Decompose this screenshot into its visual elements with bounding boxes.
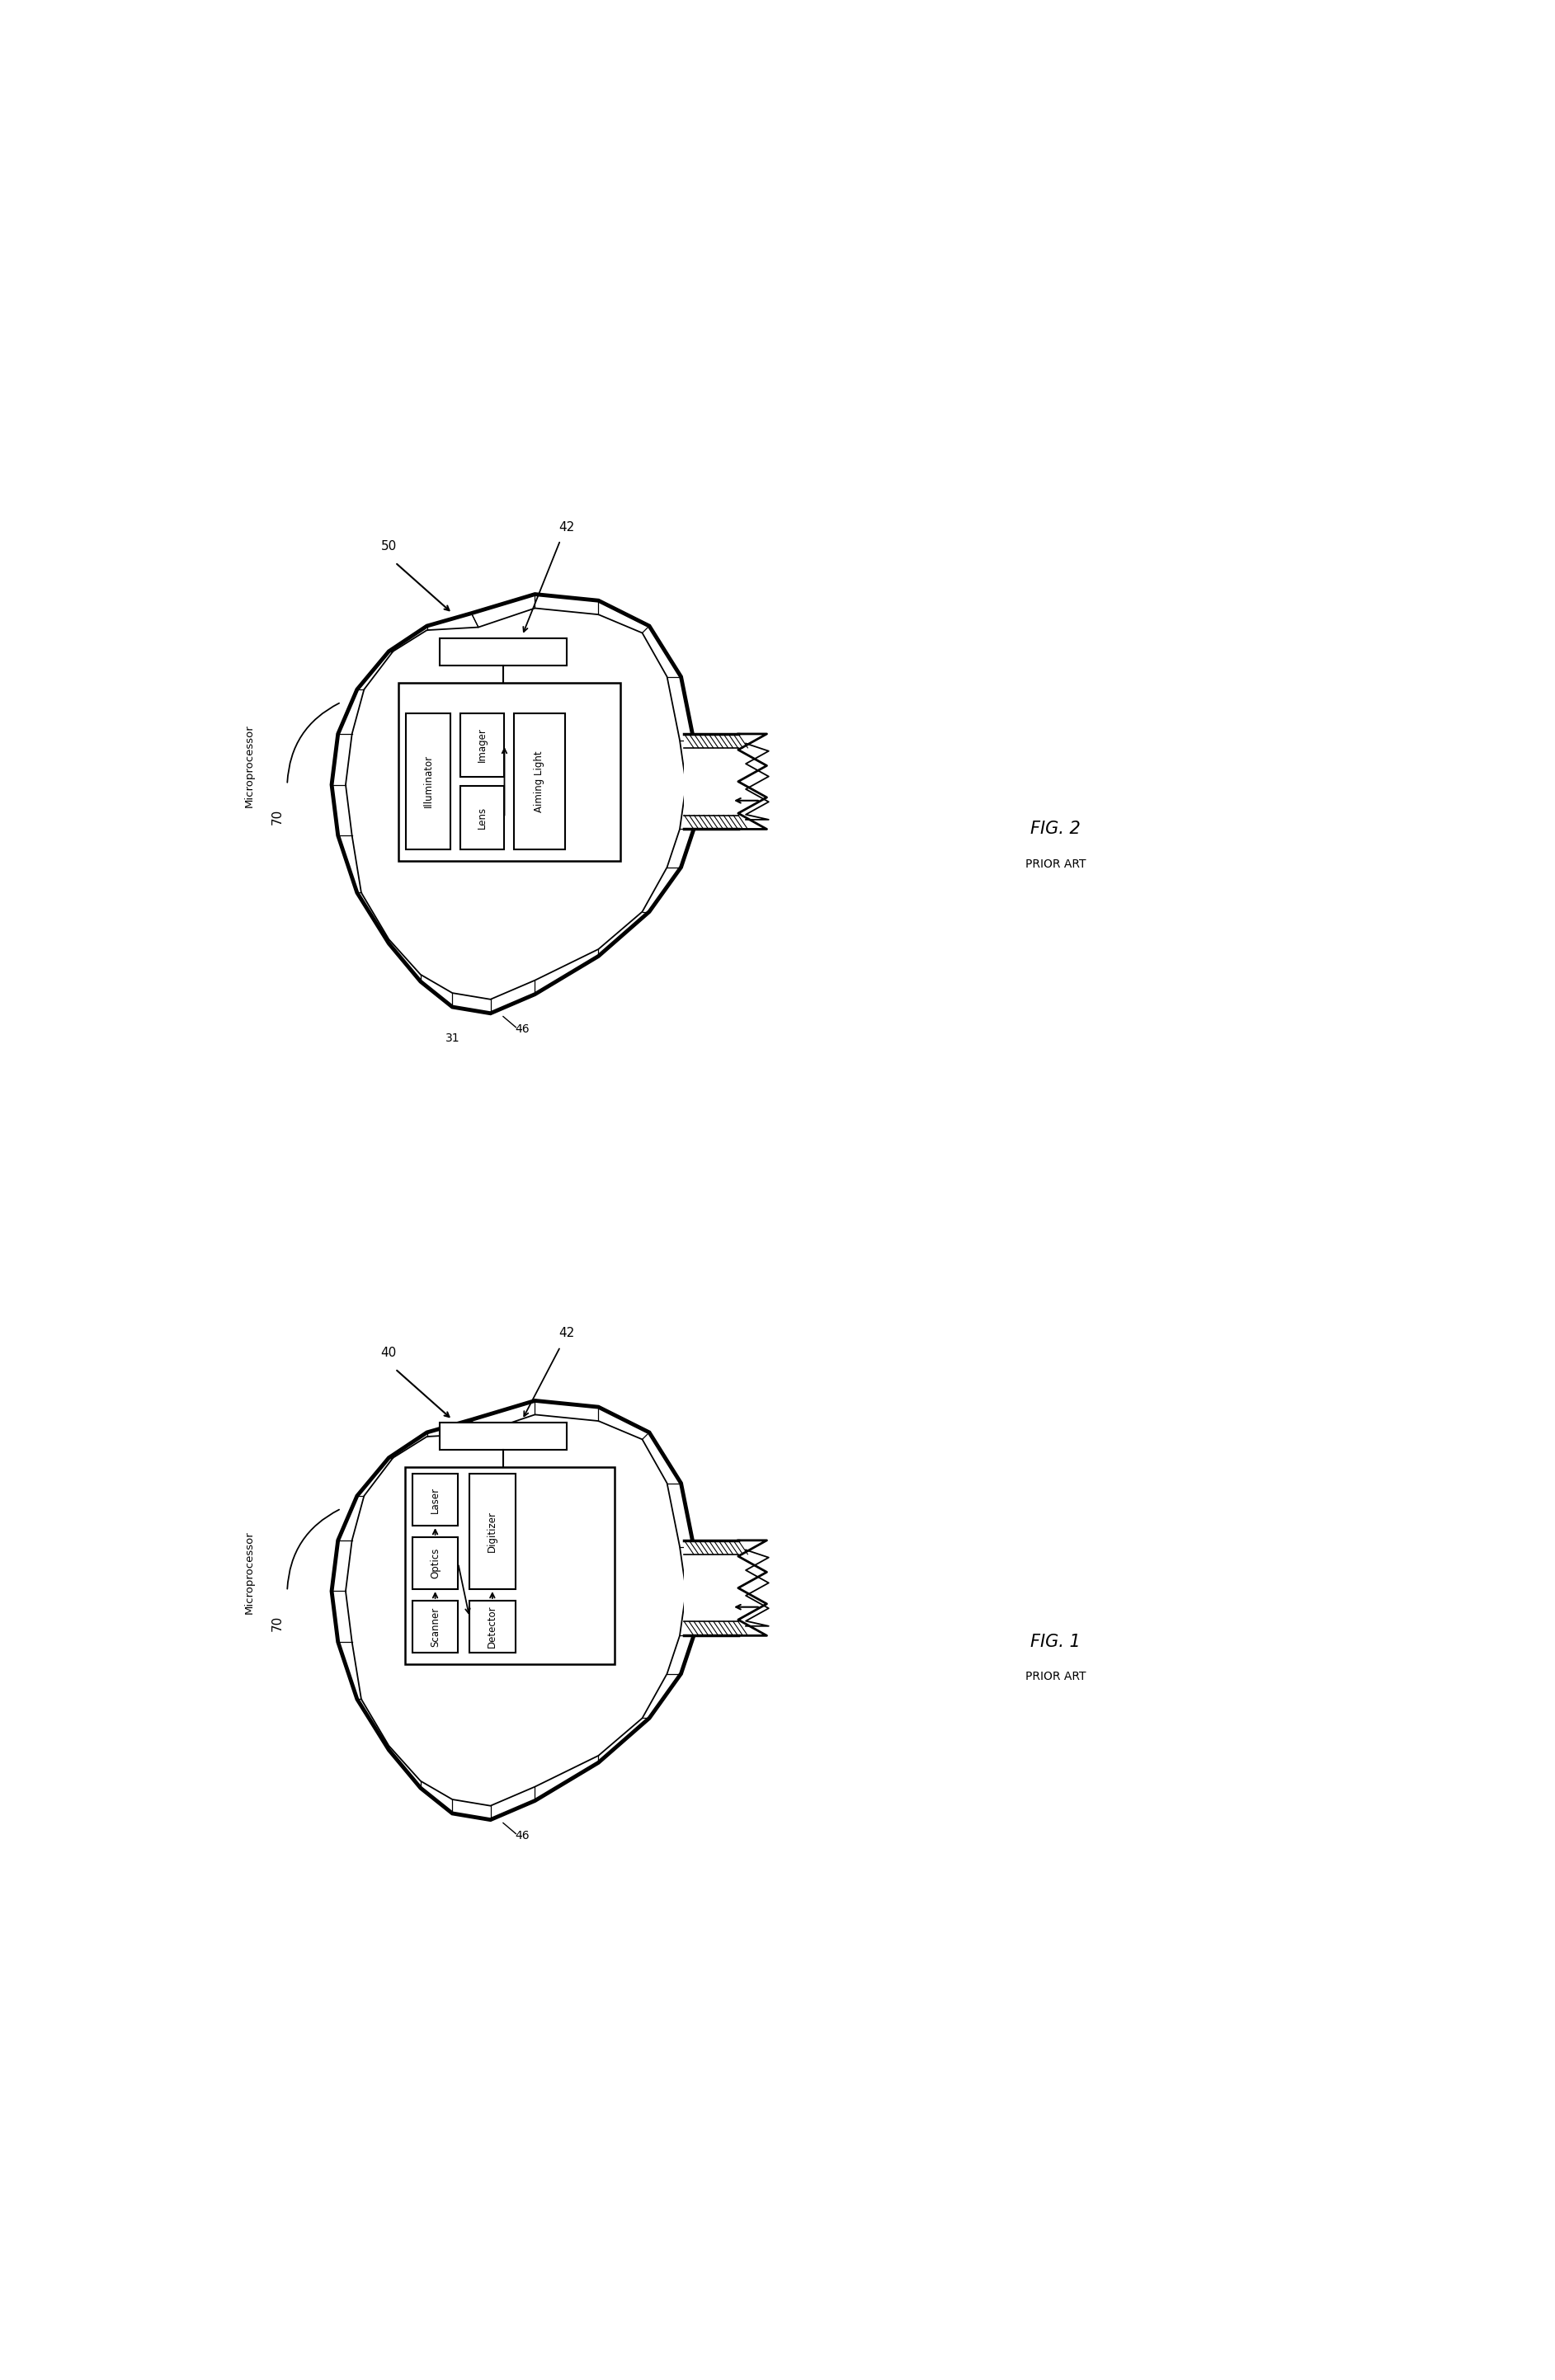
- Text: 31: 31: [445, 1033, 460, 1045]
- Text: FIG. 1: FIG. 1: [1031, 1633, 1081, 1649]
- Text: FIG. 2: FIG. 2: [1031, 821, 1081, 838]
- Text: Laser: Laser: [429, 1488, 440, 1514]
- Text: 50: 50: [381, 540, 397, 552]
- Text: Scanner: Scanner: [429, 1606, 440, 1647]
- Text: PRIOR ART: PRIOR ART: [1025, 859, 1085, 869]
- Polygon shape: [345, 609, 686, 1000]
- Bar: [460, 785, 504, 850]
- Bar: [398, 683, 620, 862]
- Text: Aiming Light: Aiming Light: [533, 750, 544, 812]
- Bar: [460, 714, 504, 776]
- Text: 42: 42: [558, 521, 575, 533]
- Text: 68: 68: [521, 1507, 533, 1518]
- Bar: [440, 1423, 566, 1449]
- Text: 62: 62: [409, 1590, 423, 1599]
- Text: Imager: Imager: [477, 728, 488, 762]
- Bar: [440, 638, 566, 666]
- Text: Microprocessor: Microprocessor: [244, 724, 255, 807]
- Polygon shape: [345, 1414, 686, 1806]
- Polygon shape: [331, 595, 700, 1014]
- Text: 64: 64: [409, 1461, 423, 1473]
- Text: 32: 32: [403, 697, 417, 709]
- Text: 70: 70: [272, 1616, 285, 1630]
- Text: Microprocessor: Microprocessor: [244, 1530, 255, 1614]
- Text: PRIOR ART: PRIOR ART: [1025, 1671, 1085, 1683]
- Text: 66: 66: [467, 1590, 480, 1599]
- Text: 70: 70: [272, 809, 285, 823]
- Text: 34: 34: [524, 697, 538, 709]
- Bar: [406, 714, 451, 850]
- Text: 46: 46: [515, 1830, 530, 1842]
- Bar: [412, 1602, 459, 1652]
- Bar: [412, 1473, 459, 1526]
- Text: 42: 42: [558, 1328, 575, 1340]
- Text: Optics: Optics: [429, 1547, 440, 1578]
- Text: 40: 40: [381, 1347, 397, 1359]
- Text: Digitizer: Digitizer: [487, 1511, 498, 1552]
- Bar: [515, 714, 564, 850]
- Polygon shape: [331, 1402, 700, 1821]
- Text: Detector: Detector: [487, 1606, 498, 1647]
- Bar: [470, 1473, 515, 1590]
- Text: 46: 46: [515, 1023, 530, 1035]
- Bar: [404, 1468, 614, 1664]
- Text: 30: 30: [473, 697, 487, 709]
- Bar: [470, 1602, 515, 1652]
- Bar: [684, 1540, 739, 1635]
- Text: Lens: Lens: [477, 807, 488, 828]
- Text: Illuminator: Illuminator: [423, 754, 434, 807]
- Bar: [412, 1537, 459, 1590]
- Text: 61: 61: [409, 1526, 423, 1537]
- Bar: [684, 733, 739, 828]
